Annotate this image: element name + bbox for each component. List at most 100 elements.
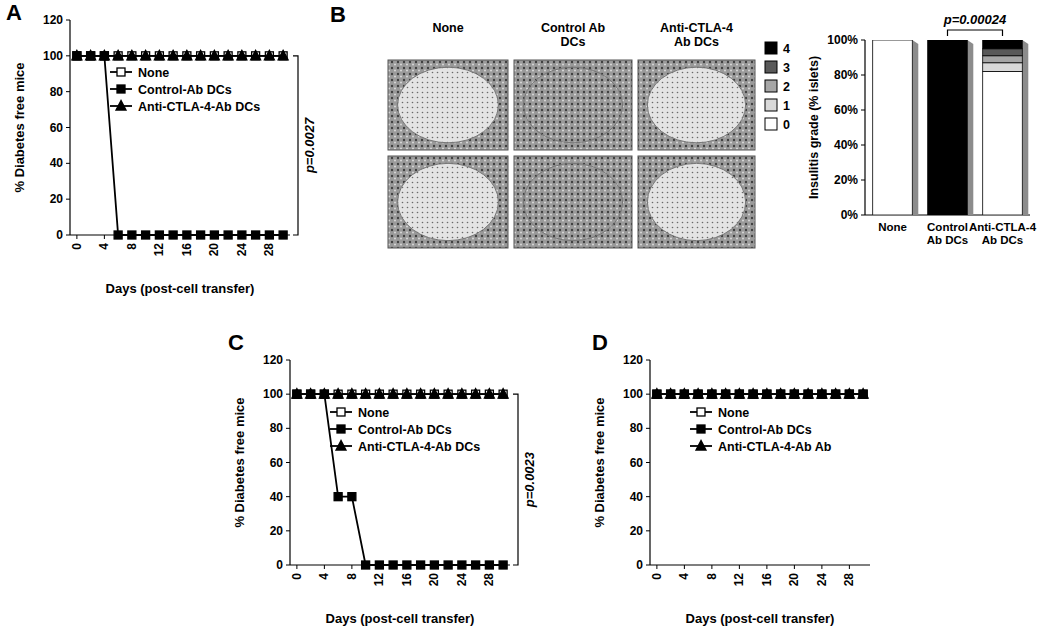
x-tick-label: Anti-CTLA-4Ab DCs [969,221,1037,246]
x-tick-label: 8 [705,573,719,580]
marker-square [252,231,260,239]
y-tick [861,110,865,111]
bar-segment [873,40,913,41]
y-tick [861,75,865,76]
marker-square [224,231,232,239]
marker-square [169,231,177,239]
x-tick [656,565,657,569]
bar-segment [983,40,1023,49]
marker-triangle [196,50,206,60]
panel-letter: A [6,0,22,25]
bar-segment [928,40,968,215]
text-line: None [878,221,907,233]
marker-triangle [237,50,247,60]
significance-bracket [948,30,1003,36]
legend-label: 2 [783,80,790,94]
y-axis-title: % Diabetes free mice [592,397,607,527]
series-line [77,56,283,235]
legend-swatch-marker [697,408,705,416]
significance-bracket [513,394,518,565]
legend-swatch [765,99,777,111]
marker-triangle [264,50,274,60]
marker-triangle [484,389,494,399]
marker-square [389,561,397,569]
text-line: Anti-CTLA-4 [660,21,733,35]
marker-square [472,561,480,569]
marker-square [403,561,411,569]
x-tick-label: 12 [732,573,746,587]
x-tick-label: 24 [235,243,249,257]
bar-segment [873,40,913,41]
x-tick-label: 0 [70,243,84,250]
text-line: Ab DCs [982,234,1024,246]
x-tick-label: 16 [400,573,414,587]
y-tick [66,163,70,164]
y-tick-label: 40 [270,490,284,504]
micrograph [638,60,755,150]
y-tick [286,530,290,531]
marker-triangle [721,389,731,399]
marker-triangle [402,389,412,399]
y-tick [646,565,650,566]
text-line: Ab DCs [674,35,719,49]
legend-swatch-marker [117,68,125,76]
marker-triangle [844,389,854,399]
image-label: Anti-CTLA-4Ab DCs [660,21,733,49]
marker-triangle [858,389,868,399]
marker-triangle [679,389,689,399]
marker-triangle [168,50,178,60]
y-tick-label: 0 [56,228,63,242]
y-tick-label: 20 [50,192,64,206]
legend-label: Anti-CTLA-4-Ab DCs [138,100,260,114]
legend-label: Control-Ab DCs [138,83,232,97]
legend-swatch-marker [696,441,706,451]
y-tick [646,530,650,531]
series-line [297,394,503,565]
marker-triangle [361,389,371,399]
marker-triangle [831,389,841,399]
marker-square [155,231,163,239]
marker-triangle [154,50,164,60]
y-tick [66,199,70,200]
y-tick-label: 60% [834,103,858,117]
legend-label: 4 [783,42,790,56]
image-label: Control AbDCs [541,21,605,49]
x-tick-label: 8 [125,243,139,250]
y-tick [286,360,290,361]
panel-letter: C [228,330,244,355]
marker-triangle [209,50,219,60]
marker-triangle [127,50,137,60]
y-tick [286,462,290,463]
micrograph [388,60,508,150]
x-tick [849,565,850,569]
y-tick-label: 80 [630,421,644,435]
y-axis-title: % Diabetes free mice [232,397,247,527]
y-tick-label: 120 [43,13,63,27]
marker-triangle [471,389,481,399]
y-tick-label: 120 [263,353,283,367]
plot-area [652,389,868,399]
y-tick-label: 100% [827,33,858,47]
p-value: p=0.0023 [522,451,537,508]
x-tick-label: 28 [842,573,856,587]
y-axis [864,40,865,215]
legend-swatch-marker [337,408,345,416]
y-tick-label: 0 [276,558,283,572]
legend-label: None [718,406,749,420]
y-tick-label: 80 [50,85,64,99]
marker-square [238,231,246,239]
islet [647,67,745,143]
x-tick-label: 20 [787,573,801,587]
x-tick-label: 0 [290,573,304,580]
marker-triangle [457,389,467,399]
marker-triangle [99,50,109,60]
x-tick [711,565,712,569]
y-tick [646,360,650,361]
y-tick [66,235,70,236]
marker-triangle [666,389,676,399]
text-line: DCs [560,35,585,49]
y-tick [646,428,650,429]
marker-triangle [86,50,96,60]
x-tick [739,565,740,569]
marker-square [485,561,493,569]
